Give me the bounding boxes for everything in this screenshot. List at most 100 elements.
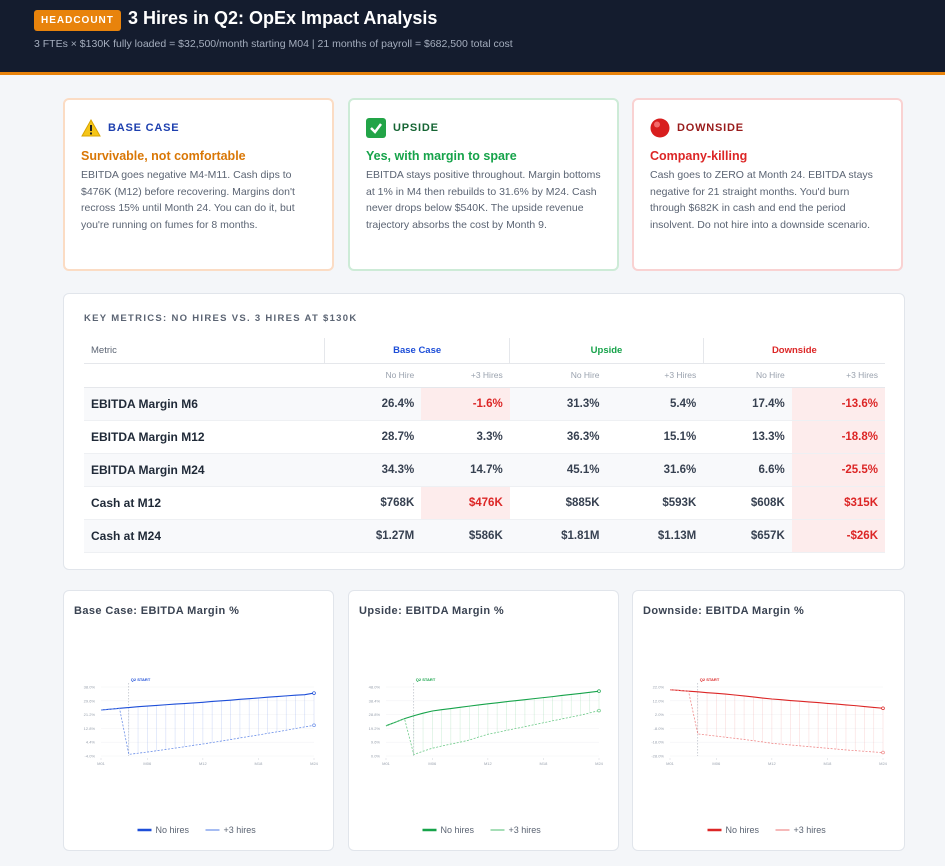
y-tick-label: 22.0% bbox=[653, 685, 665, 690]
chart-title: Base Case: EBITDA Margin % bbox=[74, 605, 240, 617]
legend-label: +3 hires bbox=[224, 825, 257, 835]
metric-header: Metric bbox=[91, 344, 117, 356]
chart-panel: Base Case: EBITDA Margin % -4.0% 4.4% 12.8%… bbox=[63, 590, 334, 851]
metrics-table: Metric Base Case Upside Downside No Hire +3 H… bbox=[84, 338, 885, 553]
chart-title: Upside: EBITDA Margin % bbox=[359, 605, 505, 617]
y-tick-label: 38.0% bbox=[84, 685, 96, 690]
chart: -4.0% 4.4% 12.8% 21.2% 29.6% 38.0% M01 M06 M12 M1… bbox=[84, 677, 319, 835]
metric-value: $1.81M bbox=[561, 529, 600, 542]
metric-row: Cash at M24 $1.27M $586K $1.81M $1.13M $657K -… bbox=[84, 519, 885, 552]
series-line bbox=[669, 689, 884, 709]
x-tick-label: M12 bbox=[768, 761, 777, 766]
series-line bbox=[100, 707, 315, 755]
metric-value: $586K bbox=[468, 529, 503, 542]
y-tick-label: -4.0% bbox=[85, 754, 96, 759]
check-icon bbox=[366, 118, 386, 138]
metric-value: -13.6% bbox=[791, 387, 885, 420]
y-tick-label: 4.4% bbox=[86, 740, 96, 745]
card-label: BASE CASE bbox=[81, 118, 316, 138]
chart: -28.0% -18.0% -8.0% 2.0% 12.0% 22.0% M01 M06 M12… bbox=[651, 677, 888, 835]
y-tick-label: 19.2% bbox=[369, 726, 381, 731]
card-body: EBITDA goes negative M4-M11. Cash dips t… bbox=[81, 169, 295, 231]
metric-value: $1.27M bbox=[375, 529, 415, 542]
metric-name: Cash at M12 bbox=[91, 495, 162, 510]
metric-value: $476K bbox=[421, 486, 510, 519]
subheader: No Hire bbox=[385, 370, 415, 380]
x-tick-label: M06 bbox=[428, 761, 437, 766]
chart-panel: Upside: EBITDA Margin % 0.0% 9.6% 19.2% 28.8… bbox=[348, 590, 619, 851]
y-tick-label: 28.8% bbox=[369, 712, 381, 717]
scenario-card: BASE CASE Survivable, not comfortable EB… bbox=[63, 98, 334, 271]
series-line bbox=[385, 710, 600, 756]
annotation-label: Q2 START bbox=[131, 677, 151, 682]
metric-value: 31.6% bbox=[663, 463, 697, 476]
card-headline: Survivable, not comfortable bbox=[81, 149, 246, 163]
table-title: KEY METRICS: NO HIRES VS. 3 HIRES AT $13… bbox=[84, 313, 358, 324]
metric-name: EBITDA Margin M24 bbox=[91, 462, 205, 477]
subheader: +3 Hires bbox=[846, 370, 878, 380]
x-tick-label: M01 bbox=[97, 761, 106, 766]
subheader: +3 Hires bbox=[664, 370, 697, 380]
metric-value: 3.3% bbox=[476, 430, 503, 443]
metric-row: EBITDA Margin M12 28.7% 3.3% 36.3% 15.1% 13.3… bbox=[84, 420, 885, 453]
y-tick-label: -28.0% bbox=[651, 754, 664, 759]
metric-value: 28.7% bbox=[381, 430, 415, 443]
metric-value: 14.7% bbox=[470, 463, 503, 476]
page-title: 3 Hires in Q2: OpEx Impact Analysis bbox=[128, 8, 438, 28]
end-point bbox=[312, 691, 316, 695]
metric-row: Cash at M12 $768K $476K $885K $593K $608K $315… bbox=[84, 486, 885, 519]
metric-row: EBITDA Margin M24 34.3% 14.7% 45.1% 31.6% 6.6… bbox=[84, 453, 885, 486]
card-label: UPSIDE bbox=[366, 118, 601, 138]
end-point bbox=[312, 723, 316, 728]
legend-label: +3 hires bbox=[509, 825, 542, 835]
label-text: UPSIDE bbox=[393, 122, 439, 134]
x-tick-label: M24 bbox=[879, 761, 888, 766]
metric-value: -1.6% bbox=[421, 387, 510, 420]
x-tick-label: M01 bbox=[666, 761, 675, 766]
metric-value: -$26K bbox=[791, 519, 885, 552]
subheader: No Hire bbox=[570, 370, 600, 380]
x-tick-label: M18 bbox=[540, 761, 549, 766]
annotation-label: Q2 START bbox=[416, 677, 436, 682]
y-tick-label: 29.6% bbox=[84, 698, 96, 703]
metric-value: 13.3% bbox=[752, 430, 785, 443]
y-tick-label: 2.0% bbox=[655, 712, 665, 717]
metric-row: EBITDA Margin M6 26.4% -1.6% 31.3% 5.4% 17.4%… bbox=[84, 387, 885, 420]
metric-value: $768K bbox=[380, 496, 415, 509]
label-text: DOWNSIDE bbox=[677, 122, 744, 134]
y-tick-label: 0.0% bbox=[371, 754, 381, 759]
metric-value: 17.4% bbox=[752, 397, 785, 410]
y-tick-label: 9.6% bbox=[371, 740, 381, 745]
legend-label: No hires bbox=[726, 825, 760, 835]
subtitle: 3 FTEs × $130K fully loaded = $32,500/mo… bbox=[34, 38, 513, 50]
y-tick-label: 38.4% bbox=[369, 698, 381, 703]
metric-name: EBITDA Margin M12 bbox=[91, 429, 205, 444]
metric-value: $885K bbox=[565, 496, 600, 509]
end-point bbox=[881, 750, 885, 755]
subheader-row: No Hire +3 Hires No Hire +3 Hires No Hire +3 … bbox=[84, 363, 885, 387]
chart: 0.0% 9.6% 19.2% 28.8% 38.4% 48.0% M01 M06 M12 M18… bbox=[369, 677, 604, 835]
metric-value: -18.8% bbox=[791, 420, 885, 453]
metric-value: $593K bbox=[662, 496, 697, 509]
series-line bbox=[385, 690, 600, 727]
metric-value: 5.4% bbox=[670, 397, 697, 410]
y-tick-label: -8.0% bbox=[654, 726, 665, 731]
group-header-row: Metric Base Case Upside Downside bbox=[84, 338, 885, 363]
metric-value: $315K bbox=[791, 486, 885, 519]
y-tick-label: 12.0% bbox=[653, 698, 665, 703]
chart-panel: Downside: EBITDA Margin % -28.0% -18.0% -8.… bbox=[632, 590, 905, 851]
metric-value: $657K bbox=[750, 529, 785, 542]
metric-value: $1.13M bbox=[657, 529, 697, 542]
subheader: No Hire bbox=[755, 370, 785, 380]
metric-value: 45.1% bbox=[566, 463, 600, 476]
card-headline: Yes, with margin to spare bbox=[366, 149, 517, 163]
end-point bbox=[597, 689, 601, 693]
card-body: Cash goes to ZERO at Month 24. EBITDA st… bbox=[650, 169, 873, 231]
metric-value: $608K bbox=[750, 496, 785, 509]
legend-label: No hires bbox=[156, 825, 190, 835]
metric-value: 26.4% bbox=[381, 397, 415, 410]
metric-value: 15.1% bbox=[663, 430, 697, 443]
x-tick-label: M24 bbox=[595, 761, 604, 766]
